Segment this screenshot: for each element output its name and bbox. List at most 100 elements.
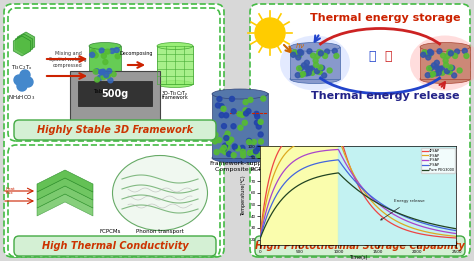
Circle shape <box>323 54 328 58</box>
4FSAP <box>321 128 327 131</box>
3FSAP <box>400 217 405 221</box>
3FSAP <box>321 149 327 152</box>
Circle shape <box>325 49 329 54</box>
Text: Mixing and
Spatial welding
compressed: Mixing and Spatial welding compressed <box>49 51 87 68</box>
Polygon shape <box>13 36 31 56</box>
Circle shape <box>434 65 439 70</box>
Circle shape <box>212 139 218 144</box>
Circle shape <box>219 104 224 109</box>
Circle shape <box>224 135 229 140</box>
Circle shape <box>313 58 318 63</box>
Circle shape <box>223 135 228 140</box>
Circle shape <box>255 18 285 48</box>
Circle shape <box>95 77 100 82</box>
Circle shape <box>107 69 112 74</box>
Bar <box>89 46 121 84</box>
Circle shape <box>240 112 245 117</box>
Circle shape <box>295 73 300 78</box>
Circle shape <box>233 145 238 150</box>
Circle shape <box>251 139 256 145</box>
Circle shape <box>429 72 434 77</box>
Circle shape <box>243 108 248 113</box>
Circle shape <box>299 50 304 55</box>
Text: $h\nu$: $h\nu$ <box>295 41 305 50</box>
Circle shape <box>299 72 304 77</box>
Pure PEG3000 <box>381 205 387 208</box>
3FSAP <box>454 235 459 238</box>
Circle shape <box>229 96 235 102</box>
Circle shape <box>231 153 236 158</box>
Circle shape <box>436 70 441 75</box>
Polygon shape <box>15 34 33 54</box>
Circle shape <box>224 113 229 118</box>
Circle shape <box>447 69 452 74</box>
Circle shape <box>292 50 297 55</box>
Ellipse shape <box>410 35 474 91</box>
Bar <box>70 71 160 126</box>
Circle shape <box>23 77 33 87</box>
Circle shape <box>317 50 322 55</box>
FancyBboxPatch shape <box>4 4 224 257</box>
Circle shape <box>105 49 110 54</box>
3FSAP <box>401 218 406 221</box>
Circle shape <box>310 66 315 71</box>
Ellipse shape <box>157 43 193 50</box>
Circle shape <box>101 53 106 58</box>
Circle shape <box>217 97 222 102</box>
Circle shape <box>322 73 327 78</box>
Circle shape <box>319 50 324 55</box>
Circle shape <box>253 149 258 154</box>
Text: Thermal energy release: Thermal energy release <box>311 91 459 101</box>
4FSAP <box>335 127 341 130</box>
4FSAP <box>454 236 459 240</box>
Text: Framework-support: Framework-support <box>209 161 271 166</box>
Line: 3FSAP: 3FSAP <box>260 137 456 240</box>
Text: Thermal energy storage: Thermal energy storage <box>310 13 460 23</box>
Circle shape <box>436 66 441 71</box>
Circle shape <box>445 54 450 58</box>
Circle shape <box>91 49 95 54</box>
Circle shape <box>248 151 254 156</box>
Circle shape <box>253 149 258 154</box>
Circle shape <box>214 150 219 155</box>
Circle shape <box>227 140 231 145</box>
Circle shape <box>104 73 109 78</box>
Circle shape <box>241 153 246 158</box>
Pure PEG3000 <box>335 171 341 175</box>
Bar <box>212 93 268 158</box>
Ellipse shape <box>290 43 340 51</box>
Text: Highly Stable 3D Framework: Highly Stable 3D Framework <box>37 125 193 135</box>
3FSAP <box>381 206 387 210</box>
Circle shape <box>296 55 301 60</box>
Circle shape <box>111 72 116 77</box>
Circle shape <box>244 111 248 116</box>
Circle shape <box>251 150 256 155</box>
Circle shape <box>254 111 259 116</box>
Circle shape <box>258 139 264 144</box>
Circle shape <box>237 111 242 116</box>
Circle shape <box>105 73 110 78</box>
Ellipse shape <box>420 43 470 51</box>
3FSAP <box>335 136 341 139</box>
Polygon shape <box>37 178 93 200</box>
Circle shape <box>227 151 231 157</box>
X-axis label: Time(s): Time(s) <box>349 255 367 260</box>
Text: FCPCMs: FCPCMs <box>100 229 121 234</box>
3FSAP <box>335 148 341 151</box>
Circle shape <box>304 60 310 65</box>
Bar <box>338 146 456 245</box>
2FSAP <box>381 204 387 207</box>
Pure PEG3000 <box>401 213 406 217</box>
Text: $\mathrm{3D\text{-}Ti_3C_2T_x}$: $\mathrm{3D\text{-}Ti_3C_2T_x}$ <box>161 89 189 98</box>
Circle shape <box>457 68 462 73</box>
Circle shape <box>98 75 102 80</box>
Circle shape <box>225 131 230 136</box>
Circle shape <box>242 120 247 125</box>
Circle shape <box>455 49 460 54</box>
Circle shape <box>231 109 236 114</box>
Line: Pure PEG3000: Pure PEG3000 <box>260 173 456 240</box>
Circle shape <box>229 137 234 142</box>
Circle shape <box>109 49 115 54</box>
Bar <box>260 146 338 245</box>
Ellipse shape <box>290 74 340 84</box>
